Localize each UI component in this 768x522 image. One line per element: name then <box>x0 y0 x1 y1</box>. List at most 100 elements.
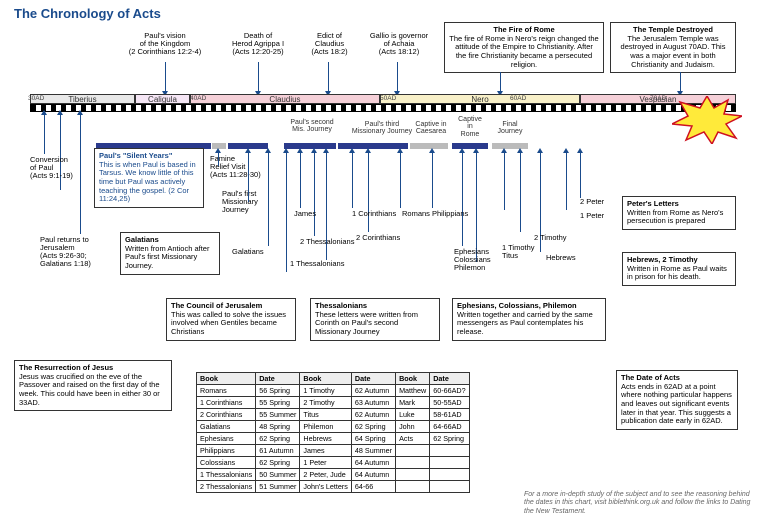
table-cell: Acts <box>396 433 430 445</box>
arrow <box>165 62 166 92</box>
arrow <box>258 62 259 92</box>
arrow <box>566 152 567 210</box>
temple-body: The Jerusalem Temple was destroyed in Au… <box>621 34 726 69</box>
year-70: 70AD <box>650 95 666 102</box>
table-cell: 51 Summer <box>256 481 300 493</box>
emperor-nero: Nero <box>380 94 580 104</box>
table-row: Colossians62 Spring1 Peter64 Autumn <box>197 457 470 469</box>
arrow <box>520 152 521 232</box>
table-row: 2 Thessalonians51 SummerJohn's Letters64… <box>197 481 470 493</box>
books-table: BookDateBookDateBookDate Romans56 Spring… <box>196 372 470 493</box>
table-cell: James <box>300 445 352 457</box>
table-cell: 62 Spring <box>430 433 469 445</box>
table-cell: 56 Spring <box>256 385 300 397</box>
table-cell: Philippians <box>197 445 256 457</box>
thes-body: These letters were written from Corinth … <box>315 310 418 336</box>
arrow <box>500 72 501 92</box>
page-title: The Chronology of Acts <box>14 6 161 21</box>
2tim-label: 2 Timothy <box>534 234 567 242</box>
edict-label: Edict ofClaudius(Acts 18:2) <box>302 32 357 56</box>
table-row: 2 Corinthians55 SummerTitus62 AutumnLuke… <box>197 409 470 421</box>
council-box: The Council of Jerusalem This was called… <box>166 298 296 341</box>
table-cell: 1 Peter <box>300 457 352 469</box>
table-cell: 50-55AD <box>430 397 469 409</box>
arrow <box>314 152 315 236</box>
starburst-icon <box>672 96 742 144</box>
table-header: Date <box>256 373 300 385</box>
emperor-tiberius: Tiberius <box>30 94 135 104</box>
arrow <box>476 152 477 262</box>
table-cell: Galatians <box>197 421 256 433</box>
2pet-label: 1 Peter <box>580 212 604 220</box>
table-cell: 63 Autumn <box>351 397 395 409</box>
arrow <box>352 152 353 208</box>
gallio-label: Gallio is governorof Achaia(Acts 18:12) <box>358 32 440 56</box>
table-cell: Ephesians <box>197 433 256 445</box>
table-cell: 48 Spring <box>256 421 300 433</box>
table-cell: 1 Corinthians <box>197 397 256 409</box>
eph-body: Written together and carried by the same… <box>457 310 593 336</box>
table-cell <box>396 481 430 493</box>
table-cell: Titus <box>300 409 352 421</box>
caesarea-label: Captive inCaesarea <box>410 121 452 136</box>
arrow <box>218 152 219 166</box>
arrow <box>268 152 269 246</box>
table-row: Ephesians62 SpringHebrews64 SpringActs62… <box>197 433 470 445</box>
resurrection-box: The Resurrection of Jesus Jesus was cruc… <box>14 360 172 411</box>
table-cell: 2 Timothy <box>300 397 352 409</box>
1thes-label: 1 Thessalonians <box>290 260 344 268</box>
arrow <box>462 152 463 246</box>
arrow <box>397 62 398 92</box>
table-cell <box>430 445 469 457</box>
2thes-label: 2 Thessalonians <box>300 238 354 246</box>
table-cell: 1 Thessalonians <box>197 469 256 481</box>
table-header: Date <box>430 373 469 385</box>
timeline-ruler: Tiberius Caligula Claudius Nero Vespasia… <box>30 94 736 112</box>
phil-label: Philippians <box>432 210 468 218</box>
table-cell: 58-61AD <box>430 409 469 421</box>
james-label: James <box>294 210 316 218</box>
table-cell <box>430 481 469 493</box>
silent-years-box: Paul's "Silent Years" This is when Paul … <box>94 148 204 208</box>
resurrection-body: Jesus was crucified on the eve of the Pa… <box>19 372 160 407</box>
arrow <box>300 152 301 208</box>
table-cell: 2 Peter, Jude <box>300 469 352 481</box>
table-cell <box>396 457 430 469</box>
table-header: Date <box>351 373 395 385</box>
table-cell: 62 Autumn <box>351 385 395 397</box>
final-label: FinalJourney <box>490 121 530 136</box>
table-cell: Hebrews <box>300 433 352 445</box>
table-row: 1 Corinthians55 Spring2 Timothy63 Autumn… <box>197 397 470 409</box>
table-cell: Philemon <box>300 421 352 433</box>
table-cell: 55 Spring <box>256 397 300 409</box>
fire-box: The Fire of Rome The fire of Rome in Ner… <box>444 22 604 73</box>
peter-box: Peter's Letters Written from Rome as Ner… <box>622 196 736 230</box>
table-row: Romans56 Spring1 Timothy62 AutumnMatthew… <box>197 385 470 397</box>
fire-body: The fire of Rome in Nero's reign changed… <box>449 34 598 69</box>
romans-label: Romans <box>402 210 430 218</box>
table-cell: 62 Spring <box>256 433 300 445</box>
rome-label: CaptiveinRome <box>452 116 488 138</box>
table-cell: Romans <box>197 385 256 397</box>
table-cell: Colossians <box>197 457 256 469</box>
heb2tim-box: Hebrews, 2 Timothy Written in Rome as Pa… <box>622 252 736 286</box>
arrow <box>328 62 329 92</box>
table-cell: 50 Summer <box>256 469 300 481</box>
arrow <box>44 114 45 154</box>
arrow <box>504 152 505 210</box>
table-cell: 2 Corinthians <box>197 409 256 421</box>
arrow <box>286 152 287 272</box>
footer-note: For a more in-depth study of the subject… <box>524 491 754 516</box>
table-cell <box>396 445 430 457</box>
arrow <box>368 152 369 232</box>
table-cell: John's Letters <box>300 481 352 493</box>
table-row: Galatians48 SpringPhilemon62 SpringJohn6… <box>197 421 470 433</box>
table-cell: 55 Summer <box>256 409 300 421</box>
arrow <box>680 72 681 92</box>
mj2-label: Paul's secondMis. Journey <box>282 119 342 134</box>
agrippa-label: Death ofHerod Agrippa I(Acts 12:20-25) <box>222 32 294 56</box>
table-header: Book <box>396 373 430 385</box>
table-cell: 61 Autumn <box>256 445 300 457</box>
galatians-label: Galatians <box>232 248 264 256</box>
table-cell: 2 Thessalonians <box>197 481 256 493</box>
